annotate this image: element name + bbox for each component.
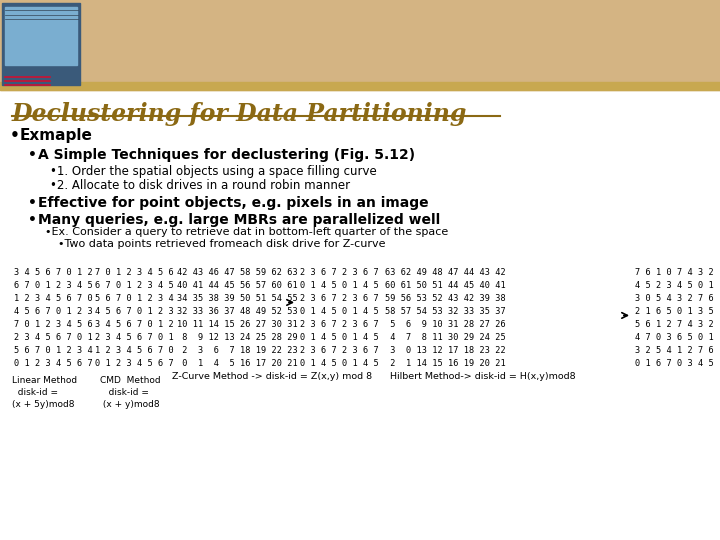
Text: 1 2 3 4 5 6 7 0: 1 2 3 4 5 6 7 0 — [14, 294, 93, 303]
Text: 2 3 4 5 6 7 0 1: 2 3 4 5 6 7 0 1 — [14, 333, 93, 342]
Text: Many queries, e.g. large MBRs are parallelized well: Many queries, e.g. large MBRs are parall… — [38, 213, 440, 227]
Text: 42 43 46 47 58 59 62 63: 42 43 46 47 58 59 62 63 — [177, 268, 298, 277]
Text: A Simple Techniques for declustering (Fig. 5.12): A Simple Techniques for declustering (Fi… — [38, 148, 415, 162]
Text: 3 4 5 6 7 0 1 2: 3 4 5 6 7 0 1 2 — [95, 320, 174, 329]
Text: 6 7 0 1 2 3 4 5: 6 7 0 1 2 3 4 5 — [14, 281, 93, 290]
Text: 2 3 6 7 2 3 6 7: 2 3 6 7 2 3 6 7 — [300, 268, 379, 277]
Text: 34 35 38 39 50 51 54 55: 34 35 38 39 50 51 54 55 — [177, 294, 298, 303]
Text: 3  0 13 12 17 18 23 22: 3 0 13 12 17 18 23 22 — [385, 346, 505, 355]
Text: 0 1 2 3 4 5 6 7: 0 1 2 3 4 5 6 7 — [14, 359, 93, 368]
Text: •1. Order the spatial objects using a space filling curve: •1. Order the spatial objects using a sp… — [50, 165, 377, 178]
Text: 4 7 0 3 6 5 0 1: 4 7 0 3 6 5 0 1 — [635, 333, 714, 342]
Bar — [5, 7, 77, 65]
Text: •: • — [28, 148, 37, 162]
Text: 40 41 44 45 56 57 60 61: 40 41 44 45 56 57 60 61 — [177, 281, 298, 290]
Text: 2 3 6 7 2 3 6 7: 2 3 6 7 2 3 6 7 — [300, 320, 379, 329]
Bar — [0, 82, 720, 90]
Text: CMD  Method
   disk-id =
 (x + y)mod8: CMD Method disk-id = (x + y)mod8 — [100, 376, 161, 409]
Text: Hilbert Method-> disk-id = H(x,y)mod8: Hilbert Method-> disk-id = H(x,y)mod8 — [390, 372, 575, 381]
Text: Effective for point objects, e.g. pixels in an image: Effective for point objects, e.g. pixels… — [38, 196, 428, 210]
Text: 0 1 4 5 0 1 4 5: 0 1 4 5 0 1 4 5 — [300, 307, 379, 316]
Text: 63 62 49 48 47 44 43 42: 63 62 49 48 47 44 43 42 — [385, 268, 505, 277]
Text: 2  3  6  7 18 19 22 23: 2 3 6 7 18 19 22 23 — [177, 346, 298, 355]
Text: 3 0 5 4 3 2 7 6: 3 0 5 4 3 2 7 6 — [635, 294, 714, 303]
Text: 59 56 53 52 43 42 39 38: 59 56 53 52 43 42 39 38 — [385, 294, 505, 303]
Text: Declustering for Data Partitioning: Declustering for Data Partitioning — [12, 102, 467, 126]
Text: 32 33 36 37 48 49 52 53: 32 33 36 37 48 49 52 53 — [177, 307, 298, 316]
Text: 58 57 54 53 32 33 35 37: 58 57 54 53 32 33 35 37 — [385, 307, 505, 316]
Text: 2 3 6 7 2 3 6 7: 2 3 6 7 2 3 6 7 — [300, 346, 379, 355]
Text: 2 1 6 5 0 1 3 5: 2 1 6 5 0 1 3 5 — [635, 307, 714, 316]
Text: 7 0 1 2 3 4 5 6: 7 0 1 2 3 4 5 6 — [95, 268, 174, 277]
Text: 10 11 14 15 26 27 30 31: 10 11 14 15 26 27 30 31 — [177, 320, 298, 329]
Text: Exmaple: Exmaple — [20, 128, 93, 143]
Text: 4 5 6 7 0 1 2 3: 4 5 6 7 0 1 2 3 — [95, 307, 174, 316]
Text: 2 3 6 7 2 3 6 7: 2 3 6 7 2 3 6 7 — [300, 294, 379, 303]
Text: 0  1  4  5 16 17 20 21: 0 1 4 5 16 17 20 21 — [177, 359, 298, 368]
Text: Linear Method
  disk-id =
(x + 5y)mod8: Linear Method disk-id = (x + 5y)mod8 — [12, 376, 77, 409]
Text: 3 4 5 6 7 0 1 2: 3 4 5 6 7 0 1 2 — [14, 268, 93, 277]
Bar — [0, 0, 720, 90]
Text: 3 2 5 4 1 2 7 6: 3 2 5 4 1 2 7 6 — [635, 346, 714, 355]
Text: 0 1 2 3 4 5 6 7: 0 1 2 3 4 5 6 7 — [95, 359, 174, 368]
Text: 4 5 2 3 4 5 0 1: 4 5 2 3 4 5 0 1 — [635, 281, 714, 290]
Text: 0 1 4 5 0 1 4 5: 0 1 4 5 0 1 4 5 — [300, 281, 379, 290]
Text: 2 3 4 5 6 7 0 1: 2 3 4 5 6 7 0 1 — [95, 333, 174, 342]
Text: 4 5 6 7 0 1 2 3: 4 5 6 7 0 1 2 3 — [14, 307, 93, 316]
Text: 2  1 14 15 16 19 20 21: 2 1 14 15 16 19 20 21 — [385, 359, 505, 368]
Text: 0 1 4 5 0 1 4 5: 0 1 4 5 0 1 4 5 — [300, 333, 379, 342]
Text: •Ex. Consider a query to retrieve dat in bottom-left quarter of the space: •Ex. Consider a query to retrieve dat in… — [45, 227, 449, 237]
Bar — [2, 3, 80, 85]
Text: 5 6 7 0 1 2 3 4: 5 6 7 0 1 2 3 4 — [14, 346, 93, 355]
Text: 6 7 0 1 2 3 4 5: 6 7 0 1 2 3 4 5 — [95, 281, 174, 290]
Text: •Two data points retrieved fromeach disk drive for Z-curve: •Two data points retrieved fromeach disk… — [58, 239, 385, 249]
Text: •: • — [28, 196, 37, 210]
Text: 5 6 7 0 1 2 3 4: 5 6 7 0 1 2 3 4 — [95, 294, 174, 303]
Text: Z-Curve Method -> disk-id = Z(x,y) mod 8: Z-Curve Method -> disk-id = Z(x,y) mod 8 — [172, 372, 372, 381]
Text: •: • — [28, 213, 37, 227]
Text: 1 2 3 4 5 6 7 0: 1 2 3 4 5 6 7 0 — [95, 346, 174, 355]
Text: 4  7  8 11 30 29 24 25: 4 7 8 11 30 29 24 25 — [385, 333, 505, 342]
Text: 7 0 1 2 3 4 5 6: 7 0 1 2 3 4 5 6 — [14, 320, 93, 329]
Text: 7 6 1 0 7 4 3 2: 7 6 1 0 7 4 3 2 — [635, 268, 714, 277]
Text: 60 61 50 51 44 45 40 41: 60 61 50 51 44 45 40 41 — [385, 281, 505, 290]
Text: 5  6  9 10 31 28 27 26: 5 6 9 10 31 28 27 26 — [385, 320, 505, 329]
Text: •: • — [10, 128, 20, 143]
Text: 0 1 4 5 0 1 4 5: 0 1 4 5 0 1 4 5 — [300, 359, 379, 368]
Text: 0 1 6 7 0 3 4 5: 0 1 6 7 0 3 4 5 — [635, 359, 714, 368]
Text: •2. Allocate to disk drives in a round robin manner: •2. Allocate to disk drives in a round r… — [50, 179, 350, 192]
Text: 5 6 1 2 7 4 3 2: 5 6 1 2 7 4 3 2 — [635, 320, 714, 329]
Text: 8  9 12 13 24 25 28 29: 8 9 12 13 24 25 28 29 — [177, 333, 298, 342]
